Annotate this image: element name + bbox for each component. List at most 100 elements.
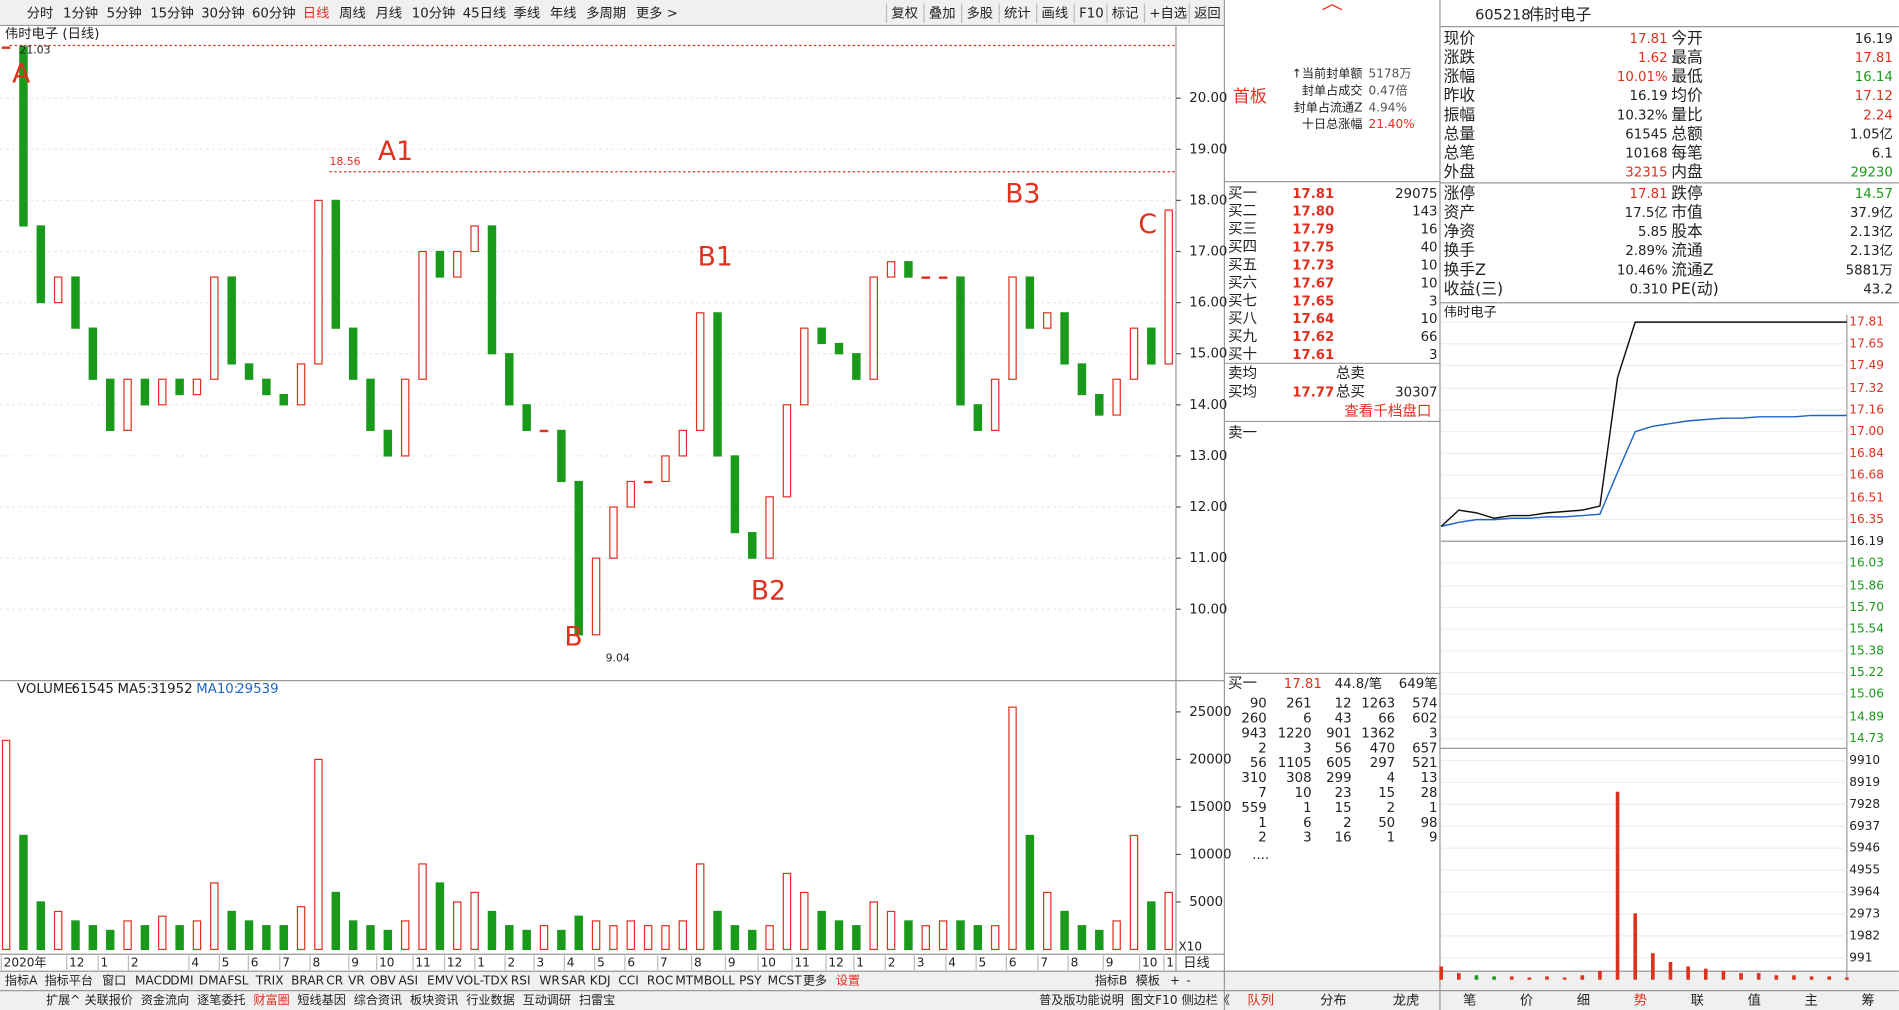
right-tab[interactable]: 笔 (1463, 992, 1476, 1008)
toolbar-tab[interactable]: 60分钟 (252, 4, 296, 21)
toolbar-button[interactable]: +自选 (1149, 5, 1187, 21)
toolbar-button[interactable]: 统计 (1004, 5, 1031, 21)
collapse-icon[interactable] (1322, 4, 1343, 11)
indicator-tab[interactable]: KDJ (590, 973, 611, 987)
right-tab[interactable]: 主 (1804, 992, 1817, 1008)
mid-tab[interactable]: 龙虎 (1393, 992, 1420, 1008)
info-tab[interactable]: 侧边栏《 (1182, 992, 1230, 1007)
indicator-tab[interactable]: 指标B (1095, 972, 1128, 987)
quote-value: 14.57 (1855, 187, 1893, 202)
indicator-tab[interactable]: WR (539, 973, 560, 987)
toolbar-tab[interactable]: 45日线 (463, 5, 507, 21)
indicator-tab[interactable]: BRAR (291, 973, 325, 987)
info-tab[interactable]: 互动调研 (523, 993, 571, 1007)
indicator-tab[interactable]: ROC (647, 973, 673, 987)
volume-bar (973, 925, 983, 951)
indicator-tab[interactable]: OBV (370, 973, 396, 987)
book-volume: 10 (1421, 276, 1438, 291)
info-tab[interactable]: 关联报价 (85, 992, 133, 1007)
toolbar-button[interactable]: F10 (1079, 6, 1104, 21)
indicator-tab[interactable]: SAR (561, 973, 586, 987)
indicator-tab[interactable]: MACD (135, 973, 171, 987)
right-tab[interactable]: 势 (1634, 992, 1647, 1008)
toolbar-tab[interactable]: 日线 (303, 5, 330, 21)
right-tab[interactable]: 筹 (1861, 991, 1874, 1008)
volume-bar (956, 920, 965, 951)
date-label: 10 (1142, 955, 1157, 969)
toolbar-button[interactable]: 画线 (1042, 5, 1069, 21)
queue-cell: 260 (1241, 712, 1266, 727)
indicator-tab[interactable]: DMA (199, 973, 228, 987)
info-tab[interactable]: 行业数据 (466, 992, 514, 1007)
indicator-tab[interactable]: CCI (618, 973, 638, 987)
toolbar-tab[interactable]: 周线 (339, 5, 366, 21)
toolbar-button[interactable]: 复权 (891, 4, 918, 21)
queue-cell: 56 (1335, 741, 1352, 756)
toolbar-tab[interactable]: 1分钟 (63, 4, 98, 21)
volume-bar (210, 882, 219, 951)
toolbar-button[interactable]: 多股 (966, 4, 993, 21)
indicator-tab[interactable]: - (1186, 973, 1190, 987)
volume-bar (730, 925, 740, 951)
indicator-tab[interactable]: 设置 (836, 973, 860, 987)
indicator-tab[interactable]: MTM (675, 973, 703, 987)
indicator-tab[interactable]: EMV (427, 973, 454, 987)
queue-cell: 23 (1335, 786, 1352, 801)
info-tab[interactable]: 扫雷宝 (579, 993, 615, 1007)
indicator-tab[interactable]: BOLL (704, 973, 735, 987)
candle (418, 250, 427, 380)
mid-tab[interactable]: 队列 (1247, 992, 1274, 1008)
right-tab[interactable]: 价 (1520, 993, 1533, 1008)
info-tab[interactable]: 逐笔委托 (197, 992, 245, 1007)
toolbar-tab[interactable]: 月线 (375, 5, 402, 21)
info-tab[interactable]: 扩展^ (46, 993, 80, 1007)
mid-tab[interactable]: 分布 (1320, 992, 1347, 1008)
queue-cell: 943 (1241, 726, 1266, 741)
toolbar-tab[interactable]: 年线 (550, 5, 577, 21)
indicator-tab[interactable]: 指标平台 (45, 972, 93, 987)
indicator-tab[interactable]: 模板 (1136, 973, 1160, 987)
quote-key: 流通 (1671, 241, 1703, 260)
info-tab[interactable]: 板块资讯 (410, 993, 458, 1007)
indicator-tab[interactable]: FSL (227, 973, 248, 987)
info-tab[interactable]: 资金流向 (141, 992, 189, 1007)
toolbar-tab[interactable]: 15分钟 (150, 4, 194, 21)
indicator-tab[interactable]: PSY (739, 973, 762, 987)
indicator-tab[interactable]: + (1170, 973, 1180, 987)
toolbar-tab[interactable]: 更多 > (636, 4, 678, 21)
toolbar-tab[interactable]: 分时 (27, 5, 54, 21)
toolbar-tab[interactable]: 30分钟 (201, 4, 245, 21)
info-tab[interactable]: 财富圈 (253, 992, 289, 1007)
toolbar-button[interactable]: 叠加 (929, 5, 956, 21)
unit-label: X10 (1178, 940, 1202, 954)
toolbar-button[interactable]: 标记 (1112, 5, 1139, 21)
toolbar-tab[interactable]: 10分钟 (412, 4, 456, 21)
info-tab[interactable]: 短线基因 (297, 993, 345, 1007)
indicator-tab[interactable]: RSI (511, 973, 531, 987)
info-tab[interactable]: 综合资讯 (354, 992, 402, 1007)
indicator-tab[interactable]: ASI (399, 973, 419, 987)
toolbar-tab[interactable]: 5分钟 (107, 4, 142, 21)
right-tab[interactable]: 值 (1748, 992, 1761, 1008)
indicator-tab[interactable]: 指标A (5, 972, 38, 987)
toolbar-tab[interactable]: 多周期 (586, 4, 626, 21)
indicator-tab[interactable]: VOL-TDX (456, 973, 508, 987)
indicator-tab[interactable]: VR (348, 973, 365, 987)
date-label: 10 (761, 955, 776, 969)
quote-key: 换手 (1444, 241, 1475, 260)
y-tick-label: 1982 (1849, 928, 1880, 942)
indicator-tab[interactable]: CR (326, 973, 343, 987)
more-depth[interactable]: 查看千档盘口 (1344, 402, 1431, 420)
toolbar-button[interactable]: 返回 (1194, 5, 1221, 21)
indicator-tab[interactable]: 更多 (803, 973, 827, 987)
right-tab[interactable]: 联 (1691, 992, 1704, 1008)
right-tab[interactable]: 细 (1577, 992, 1590, 1008)
queue-cell: 602 (1412, 712, 1437, 727)
toolbar-tab[interactable]: 季线 (514, 5, 541, 21)
info-tab[interactable]: 图文F10 (1131, 992, 1178, 1007)
indicator-tab[interactable]: TRIX (255, 973, 284, 987)
indicator-tab[interactable]: 窗口 (102, 973, 126, 987)
indicator-tab[interactable]: DMI (170, 973, 193, 987)
info-tab[interactable]: 普及版功能说明 (1039, 992, 1124, 1007)
indicator-tab[interactable]: MCST (768, 973, 803, 987)
